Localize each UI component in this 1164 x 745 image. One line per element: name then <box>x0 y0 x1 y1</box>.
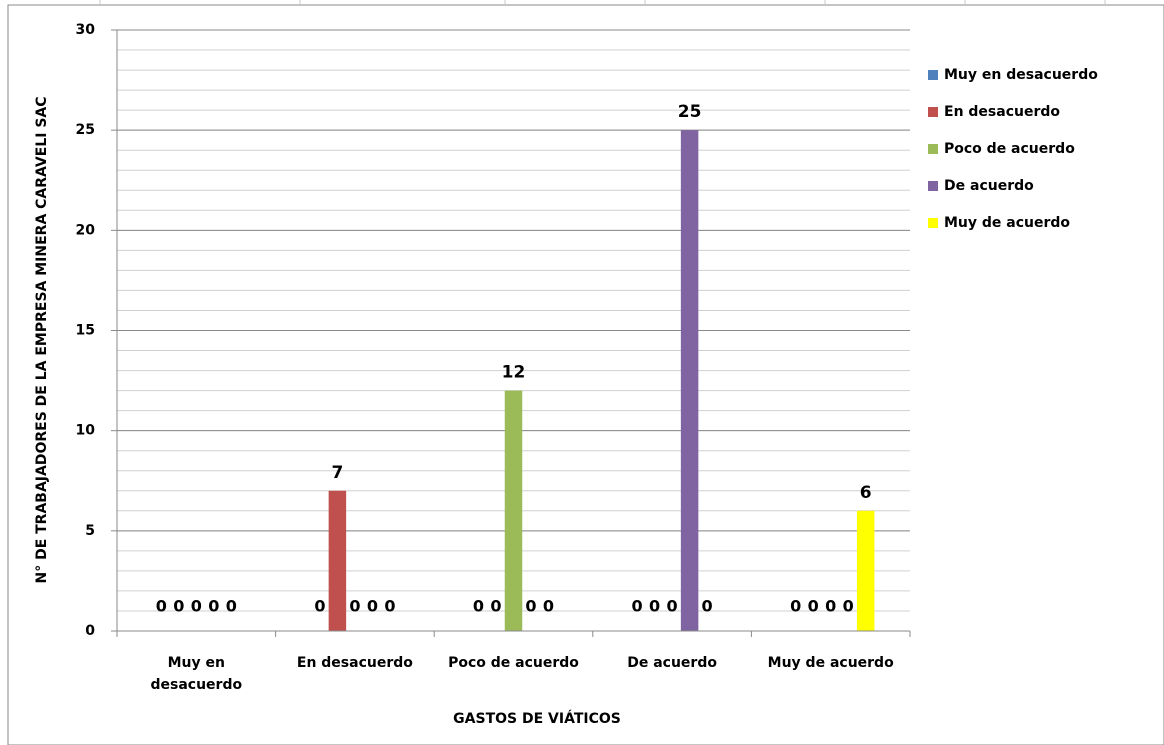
legend-label: Poco de acuerdo <box>944 141 1075 157</box>
bar <box>328 490 347 631</box>
data-label: 0 <box>226 597 237 616</box>
y-tick-label: 5 <box>85 523 95 539</box>
legend-label: De acuerdo <box>944 178 1034 194</box>
sheet-lines <box>99 0 1106 5</box>
data-label: 0 <box>349 597 360 616</box>
y-axis-title: N° DE TRABAJADORES DE LA EMPRESA MINERA … <box>34 96 50 583</box>
y-tick-label: 0 <box>85 623 95 639</box>
data-label: 0 <box>632 597 643 616</box>
x-axis-title: GASTOS DE VIÁTICOS <box>453 710 621 727</box>
data-label: 0 <box>825 597 836 616</box>
data-label: 0 <box>790 597 801 616</box>
x-tick-label: De acuerdo <box>627 655 717 671</box>
y-tick-label: 20 <box>76 222 96 238</box>
data-label: 7 <box>331 463 343 483</box>
data-label: 0 <box>473 597 484 616</box>
y-tick-label: 25 <box>76 122 95 138</box>
legend-swatch <box>928 181 938 191</box>
legend-swatch <box>928 70 938 80</box>
data-label: 0 <box>191 597 202 616</box>
legend-label: Muy en desacuerdo <box>944 67 1098 83</box>
legend-label: Muy de acuerdo <box>944 215 1070 231</box>
data-label: 0 <box>649 597 660 616</box>
x-tick-label: En desacuerdo <box>296 655 413 671</box>
data-label: 0 <box>525 597 536 616</box>
y-tick-label: 30 <box>76 22 96 38</box>
data-label: 0 <box>808 597 819 616</box>
data-label: 0 <box>173 597 184 616</box>
legend-label: En desacuerdo <box>944 104 1060 120</box>
data-label: 0 <box>156 597 167 616</box>
x-tick-label: Muy en desacuerdo <box>150 655 243 693</box>
bar <box>504 390 523 631</box>
data-label: 6 <box>860 483 872 503</box>
y-tick-label: 15 <box>76 323 95 339</box>
legend-swatch <box>928 144 938 154</box>
data-label: 25 <box>678 102 702 122</box>
data-label: 0 <box>314 597 325 616</box>
data-label: 0 <box>490 597 501 616</box>
data-label: 0 <box>367 597 378 616</box>
bar <box>856 510 875 631</box>
chart-frame <box>7 4 1164 745</box>
legend-swatch <box>928 107 938 117</box>
y-tick-label: 10 <box>76 423 96 439</box>
data-label: 0 <box>702 597 713 616</box>
data-label: 0 <box>543 597 554 616</box>
legend-swatch <box>928 218 938 228</box>
x-tick-label: Poco de acuerdo <box>448 655 579 671</box>
data-label: 12 <box>502 363 526 383</box>
data-label: 0 <box>667 597 678 616</box>
data-label: 0 <box>208 597 219 616</box>
data-label: 0 <box>843 597 854 616</box>
data-label: 0 <box>384 597 395 616</box>
bar <box>680 130 699 631</box>
x-tick-label: Muy de acuerdo <box>767 655 894 671</box>
